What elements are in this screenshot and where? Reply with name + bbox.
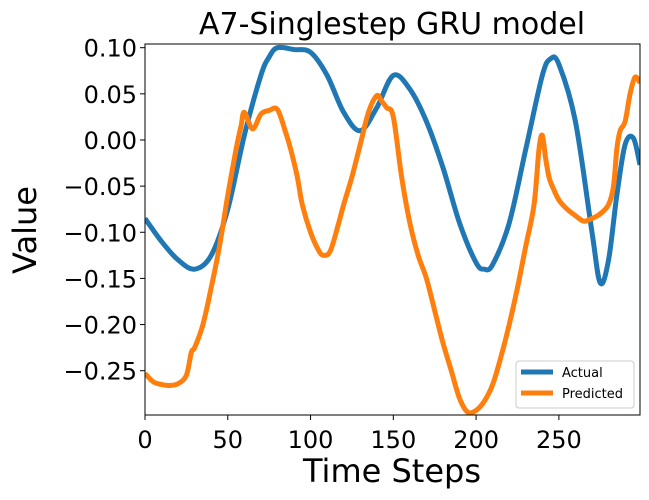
legend: Actual Predicted xyxy=(515,360,635,409)
y-axis-label: Value xyxy=(6,186,44,274)
y-tick-label: −0.25 xyxy=(63,358,137,386)
x-axis: 0 50 100 150 200 250 xyxy=(137,415,582,454)
x-tick-label: 200 xyxy=(453,426,499,454)
plot-area xyxy=(144,43,641,416)
series-layer xyxy=(145,44,640,415)
plot-frame xyxy=(145,44,640,415)
legend-label: Predicted xyxy=(562,387,623,402)
x-axis-label: Time Steps xyxy=(302,452,481,490)
y-tick-label: −0.10 xyxy=(63,219,137,247)
x-tick-label: 100 xyxy=(288,426,334,454)
x-tick-label: 50 xyxy=(213,426,244,454)
series-line-actual xyxy=(145,44,640,287)
x-tick-label: 0 xyxy=(137,426,152,454)
y-tick-label: 0.05 xyxy=(84,81,137,109)
plot-border xyxy=(144,43,641,416)
y-axis: 0.10 0.05 0.00 −0.05 −0.10 −0.15 −0.20 −0.25 xyxy=(63,35,145,386)
x-tick-label: 150 xyxy=(370,426,416,454)
series-line-predicted xyxy=(145,74,640,415)
chart-title: A7-Singlestep GRU model xyxy=(199,7,585,42)
y-tick-label: 0.10 xyxy=(84,35,137,63)
y-tick-label: −0.15 xyxy=(63,265,137,293)
y-tick-label: −0.20 xyxy=(63,312,137,340)
y-tick-label: −0.05 xyxy=(63,173,137,201)
x-tick-label: 250 xyxy=(536,426,582,454)
y-tick-label: 0.00 xyxy=(84,127,137,155)
legend-label: Actual xyxy=(562,366,603,381)
